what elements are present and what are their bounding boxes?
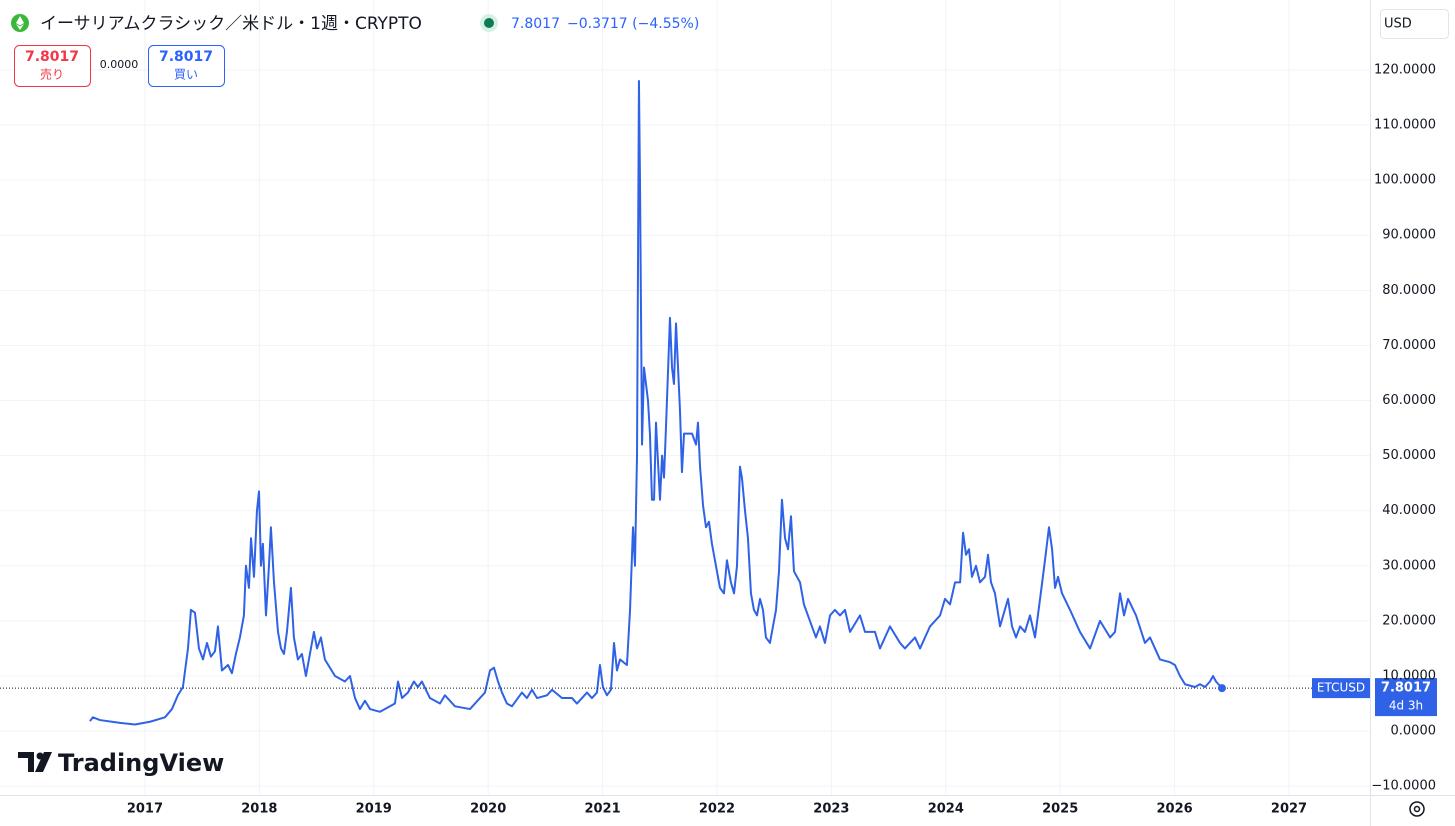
x-tick-label: 2027 [1271,802,1307,817]
sell-label: 売り [40,67,64,82]
legend-entry: ETCUSD [1317,681,1365,695]
y-tick-label: 40.0000 [1382,503,1436,518]
sell-price: 7.8017 [25,49,79,65]
price-tag-countdown: 4d 3h [1389,699,1423,713]
symbol-tag [1312,678,1370,699]
last-point [1217,684,1226,693]
chart-title: イーサリアムクラシック／米ドル・1週・CRYPTO [40,14,422,34]
x-tick-label: 2026 [1157,802,1193,817]
y-tick-label: −10.0000 [1371,779,1436,794]
y-tick-label: 90.0000 [1382,228,1436,243]
buy-price: 7.8017 [159,49,213,65]
y-tick-label: 0.0000 [1391,724,1437,739]
y-tick-label: 10.0000 [1382,668,1436,683]
price-line [89,79,1223,726]
y-tick-label: 60.0000 [1382,393,1436,408]
buy-label: 買い [174,68,198,82]
x-tick-label: 2025 [1042,802,1078,817]
price-change: −0.3717 (−4.55%) [567,16,699,32]
y-tick-label: 110.0000 [1374,118,1436,133]
x-tick-label: 2022 [699,802,735,817]
settings-icon[interactable] [1409,801,1425,817]
logo-text: TradingView [58,749,224,777]
buy-button[interactable] [148,45,225,87]
coin-icon-glyph [16,16,24,30]
price-tag-value: 7.8017 [1381,681,1431,696]
currency: USD [1384,17,1412,32]
grid [0,0,1370,795]
sell-button[interactable] [14,45,91,87]
x-tick-label: 2019 [356,802,392,817]
status-dot [484,18,494,28]
y-tick-label: 30.0000 [1382,558,1436,573]
logo-icon [35,752,52,772]
price-tag: ETCUSD 7.8017 4d 3h [1312,678,1437,717]
x-tick-label: 2017 [127,802,163,817]
x-tick-label: 2023 [813,802,849,817]
logo: TradingView [18,749,224,777]
logo-icon [18,752,34,772]
price-tag [1375,678,1437,717]
x-tick-label: 2021 [584,802,620,817]
y-tick-label: 80.0000 [1382,283,1436,298]
plot [0,79,1370,726]
x-tick-label: 2024 [928,802,964,817]
currency-button[interactable] [1380,9,1449,39]
spread: 0.0000 [100,58,139,71]
price: 7.8017 [511,16,560,32]
x-tick-label: 2018 [241,802,277,817]
y-tick-label: 120.0000 [1374,62,1436,77]
settings-icon [1413,805,1421,813]
y-tick-label: 100.0000 [1374,173,1436,188]
y-tick-label: 70.0000 [1382,338,1436,353]
y-tick-label: 50.0000 [1382,448,1436,463]
y-tick-label: 20.0000 [1382,613,1436,628]
x-tick-label: 2020 [470,802,506,817]
